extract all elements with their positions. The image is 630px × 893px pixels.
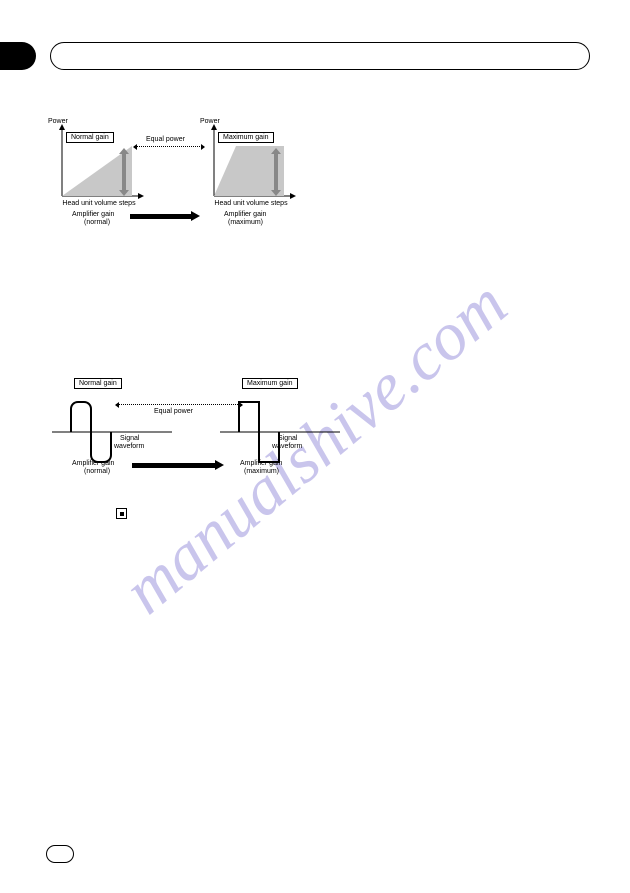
- amp-caption-line2: (normal): [84, 219, 110, 226]
- range-arrow: [274, 154, 278, 190]
- transition-arrow: [130, 214, 192, 219]
- amp-caption-line1: Amplifier gain: [72, 460, 114, 467]
- gain-label-max: Maximum gain: [218, 132, 274, 143]
- chart-normal-gain: Power Normal gain Head unit volume steps…: [52, 118, 147, 211]
- waveform-max: Maximum gain Signal waveform Amplifier g…: [220, 378, 340, 477]
- y-axis-label: Power: [200, 118, 220, 125]
- power-gain-chart-group: Power Normal gain Head unit volume steps…: [52, 118, 147, 211]
- amp-caption-line2: (maximum): [244, 468, 279, 475]
- section-tab: [0, 42, 36, 70]
- amp-caption-line1: Amplifier gain: [240, 460, 282, 467]
- range-arrow: [122, 154, 126, 190]
- amp-caption-line1: Amplifier gain: [224, 211, 266, 218]
- signal-label-line1: Signal: [120, 435, 139, 442]
- amp-caption-line1: Amplifier gain: [72, 211, 114, 218]
- y-axis-label: Power: [48, 118, 68, 125]
- page-number-pill: [46, 845, 74, 863]
- signal-label-line2: waveform: [272, 443, 302, 450]
- amp-caption-line2: (normal): [84, 468, 110, 475]
- x-axis-caption: Head unit volume steps: [50, 200, 148, 207]
- equal-power-label: Equal power: [146, 136, 185, 143]
- signal-label-line2: waveform: [114, 443, 144, 450]
- header-section-pill: [50, 42, 590, 70]
- chart-maximum-gain: Power Maximum gain Head unit volume step…: [204, 118, 299, 211]
- equal-power-label: Equal power: [154, 408, 193, 415]
- gain-label-normal: Normal gain: [74, 378, 122, 389]
- gain-label-normal: Normal gain: [66, 132, 114, 143]
- equal-power-connector: [134, 146, 204, 147]
- transition-arrow: [132, 463, 216, 468]
- gain-label-max: Maximum gain: [242, 378, 298, 389]
- x-axis-caption: Head unit volume steps: [202, 200, 300, 207]
- amp-caption-line2: (maximum): [228, 219, 263, 226]
- section-end-icon: [116, 508, 127, 519]
- signal-label-line1: Signal: [278, 435, 297, 442]
- waveform-gain-group: Normal gain Signal waveform Amplifier ga…: [52, 378, 172, 477]
